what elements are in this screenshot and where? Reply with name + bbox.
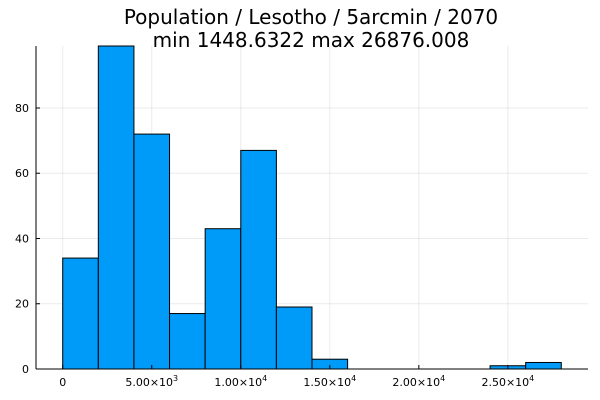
- x-tick-label: 1.50×104: [303, 374, 356, 389]
- x-tick-label: 1.00×104: [214, 374, 267, 389]
- x-tick-label: 0: [59, 376, 66, 389]
- chart-subtitle: min 1448.6322 max 26876.008: [153, 28, 470, 52]
- histogram-bar: [97, 45, 135, 370]
- histogram-bar: [133, 133, 171, 370]
- y-tick-label: 60: [15, 167, 29, 180]
- y-tick-label: 20: [15, 298, 29, 311]
- axes: [35, 46, 588, 370]
- histogram-bar: [275, 306, 313, 370]
- histogram-bar: [62, 257, 99, 370]
- histogram-bar: [240, 149, 277, 370]
- histogram-bar: [169, 313, 206, 370]
- x-tick-label: 5.00×103: [125, 374, 178, 389]
- y-tick-label: 40: [15, 232, 29, 245]
- histogram-bar: [525, 361, 562, 370]
- x-tick-label: 2.00×104: [392, 374, 445, 389]
- chart-title: Population / Lesotho / 5arcmin / 2070: [124, 5, 498, 29]
- histogram-bar: [204, 228, 242, 370]
- y-tick-label: 80: [15, 102, 29, 115]
- x-axis-ticks: 0 5.00×103 1.00×104 1.50×104 2.00×104 2.50×10…: [59, 365, 534, 389]
- bars: [62, 45, 562, 370]
- y-tick-label: 0: [22, 363, 29, 376]
- y-axis-ticks: 0 20 40 60 80: [15, 102, 40, 376]
- x-tick-label: 2.50×104: [481, 374, 534, 389]
